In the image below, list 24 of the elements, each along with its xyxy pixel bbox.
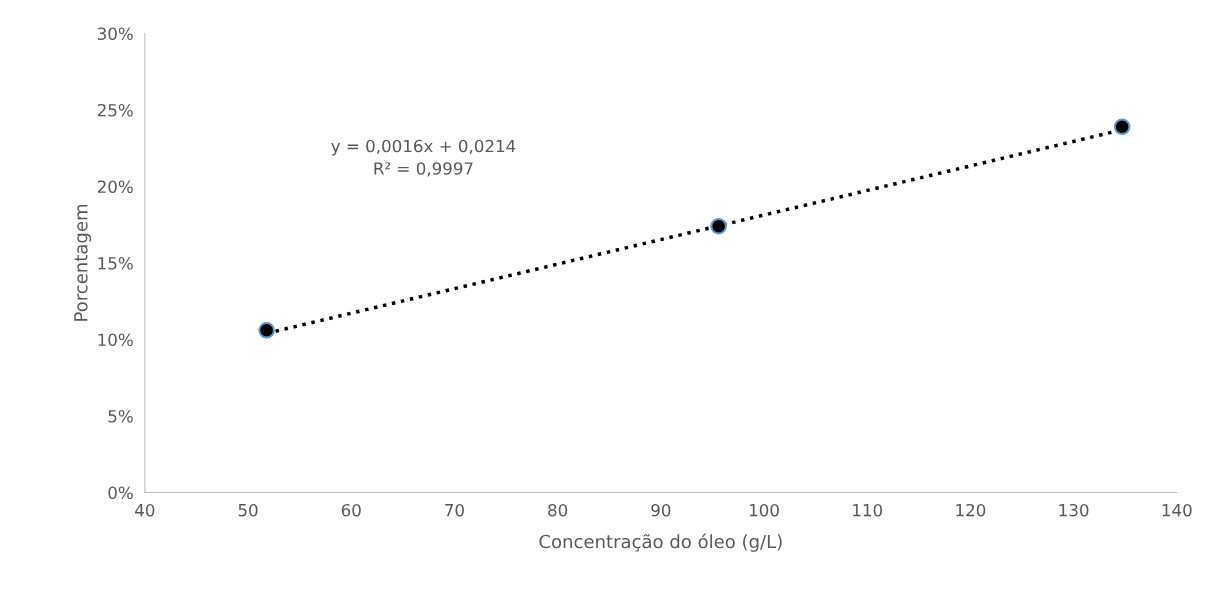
x-tick-label: 80: [548, 503, 568, 517]
x-axis-title: Concentração do óleo (g/L): [539, 533, 782, 552]
x-tick-label: 40: [135, 503, 155, 517]
annotation: y = 0,0016x + 0,0214 R² = 0,9997: [331, 139, 516, 177]
x-tick-label: 110: [853, 503, 883, 517]
y-tick-label: 10%: [98, 333, 133, 347]
y-axis-title: Porcentagem: [74, 204, 92, 321]
x-tick-label: 90: [651, 503, 671, 517]
x-tick-label: 60: [341, 503, 361, 517]
x-tick-label: 50: [238, 503, 258, 517]
x-tick-label: 100: [749, 503, 779, 517]
point: [258, 321, 275, 339]
y-tick-label: 20%: [97, 180, 133, 194]
x-tick-label: 120: [956, 503, 986, 517]
y-tick-label: 15%: [98, 256, 133, 270]
y-tick-label: 0%: [108, 486, 133, 500]
point: [1113, 118, 1131, 136]
y-tick-label: 25%: [97, 103, 133, 117]
point: [710, 217, 727, 235]
y-tick-label: 5%: [108, 409, 133, 423]
x-tick-label: 140: [1162, 503, 1192, 517]
x-tick-label: 70: [445, 503, 464, 517]
y-tick-label: 30%: [97, 27, 133, 41]
x-tick-label: 130: [1059, 503, 1089, 517]
